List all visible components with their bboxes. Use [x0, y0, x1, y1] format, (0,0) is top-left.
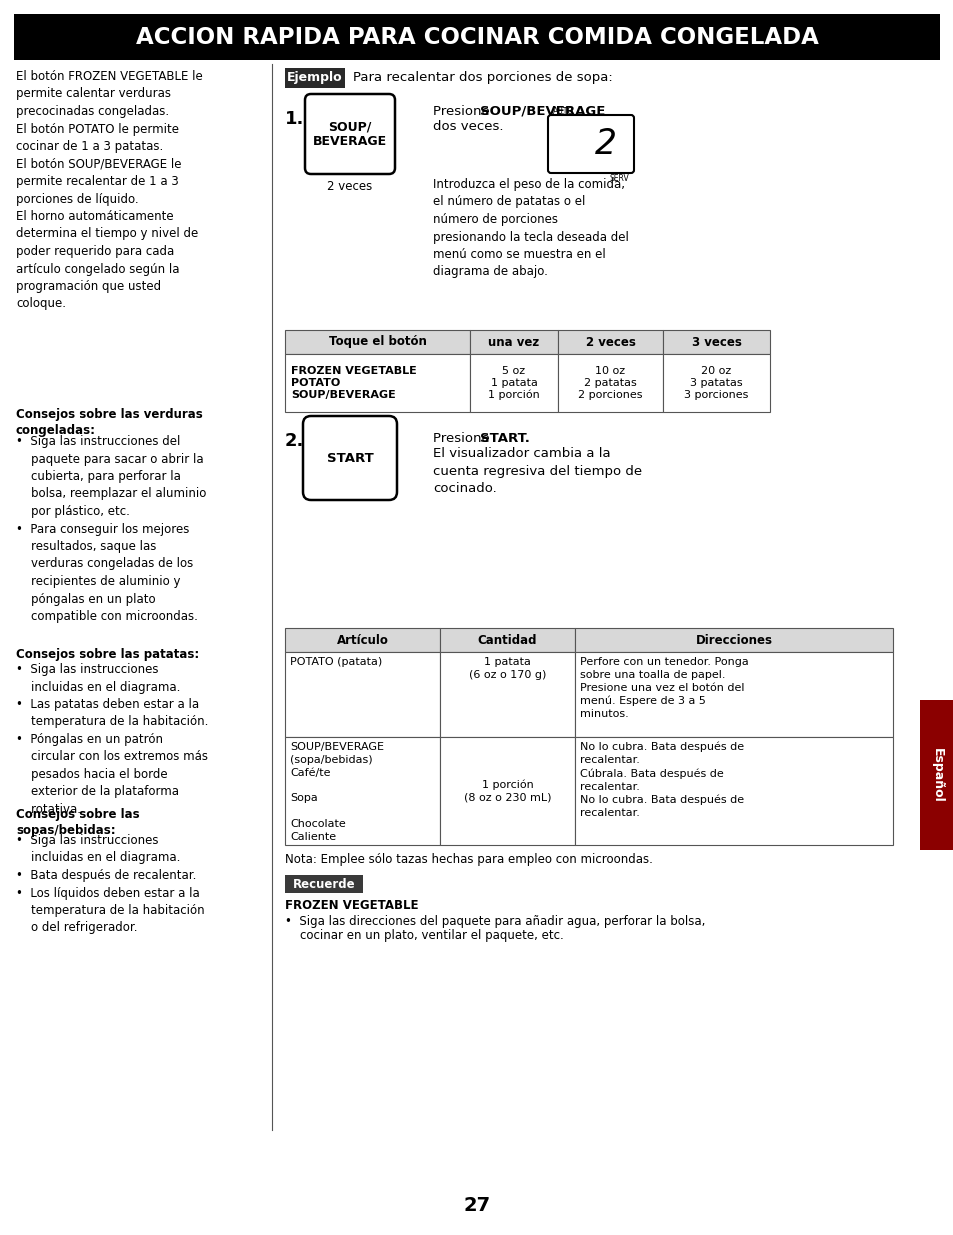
Text: Artículo: Artículo [336, 634, 388, 646]
Text: AUTO: AUTO [553, 107, 574, 116]
Bar [285, 876, 363, 893]
Text: Cantidad: Cantidad [477, 634, 537, 646]
Text: Perfore con un tenedor. Ponga
sobre una toalla de papel.
Presione una vez el bot: Perfore con un tenedor. Ponga sobre una … [579, 657, 748, 719]
Bar [14, 14, 939, 61]
Bar [575, 629, 892, 652]
Bar [439, 652, 575, 737]
Text: Ejemplo: Ejemplo [287, 72, 342, 84]
Bar [439, 737, 575, 845]
Text: 10 oz
2 patatas
2 porciones: 10 oz 2 patatas 2 porciones [578, 367, 642, 400]
Text: •  Siga las direcciones del paquete para añadir agua, perforar la bolsa,: • Siga las direcciones del paquete para … [285, 915, 704, 927]
Text: 27: 27 [463, 1195, 490, 1215]
Text: FROZEN VEGETABLE: FROZEN VEGETABLE [285, 899, 418, 911]
Text: Consejos sobre las patatas:: Consejos sobre las patatas: [16, 648, 199, 661]
Text: 2 veces: 2 veces [585, 336, 635, 348]
Bar [575, 652, 892, 737]
Bar [285, 629, 439, 652]
Text: Español: Español [929, 747, 943, 803]
Text: 1 patata
(6 oz o 170 g): 1 patata (6 oz o 170 g) [468, 657, 546, 679]
Bar [470, 354, 558, 412]
Text: SOUP/
BEVERAGE: SOUP/ BEVERAGE [313, 120, 387, 148]
Text: Consejos sobre las
sopas/bebidas:: Consejos sobre las sopas/bebidas: [16, 808, 139, 837]
Text: dos veces.: dos veces. [433, 120, 503, 133]
Text: •  Siga las instrucciones
    incluidas en el diagrama.
•  Bata después de recal: • Siga las instrucciones incluidas en el… [16, 834, 204, 935]
Text: SERV: SERV [609, 174, 628, 183]
Bar [285, 652, 439, 737]
Text: 20 oz
3 patatas
3 porciones: 20 oz 3 patatas 3 porciones [683, 367, 748, 400]
Bar [558, 354, 662, 412]
Bar [285, 737, 439, 845]
Bar [285, 68, 345, 88]
Text: SOUP/BEVERAGE
(sopa/bebidas)
Café/te

Sopa

Chocolate
Caliente: SOUP/BEVERAGE (sopa/bebidas) Café/te Sop… [290, 742, 384, 841]
Text: Nota: Emplee sólo tazas hechas para empleo con microondas.: Nota: Emplee sólo tazas hechas para empl… [285, 853, 652, 866]
FancyBboxPatch shape [303, 416, 396, 500]
Text: Consejos sobre las verduras
congeladas:: Consejos sobre las verduras congeladas: [16, 408, 203, 437]
Text: POTATO (patata): POTATO (patata) [290, 657, 382, 667]
Text: Direcciones: Direcciones [695, 634, 772, 646]
Text: 2.: 2. [285, 432, 304, 450]
Text: El botón FROZEN VEGETABLE le
permite calentar verduras
precocinadas congeladas.
: El botón FROZEN VEGETABLE le permite cal… [16, 70, 203, 310]
Text: Introduzca el peso de la comida,
el número de patatas o el
número de porciones
p: Introduzca el peso de la comida, el núme… [433, 178, 628, 279]
Text: FROZEN VEGETABLE
POTATO
SOUP/BEVERAGE: FROZEN VEGETABLE POTATO SOUP/BEVERAGE [291, 367, 416, 400]
FancyBboxPatch shape [547, 115, 634, 173]
Text: START.: START. [479, 432, 529, 445]
Text: ACCION RAPIDA PARA COCINAR COMIDA CONGELADA: ACCION RAPIDA PARA COCINAR COMIDA CONGEL… [135, 26, 818, 49]
Bar [285, 354, 470, 412]
Text: cocinar en un plato, ventilar el paquete, etc.: cocinar en un plato, ventilar el paquete… [285, 929, 563, 942]
Bar [558, 330, 662, 354]
Text: 2 veces: 2 veces [327, 180, 373, 193]
Text: 2: 2 [595, 127, 617, 161]
Text: •  Siga las instrucciones
    incluidas en el diagrama.
•  Las patatas deben est: • Siga las instrucciones incluidas en el… [16, 663, 208, 816]
Text: Recuerde: Recuerde [293, 878, 355, 890]
Text: una vez: una vez [488, 336, 539, 348]
Text: •  Siga las instrucciones del
    paquete para sacar o abrir la
    cubierta, pa: • Siga las instrucciones del paquete par… [16, 435, 206, 622]
Text: Presione: Presione [433, 432, 494, 445]
Text: 1 porción
(8 oz o 230 mL): 1 porción (8 oz o 230 mL) [463, 779, 551, 803]
Bar [662, 330, 769, 354]
Bar [575, 737, 892, 845]
Text: 3 veces: 3 veces [691, 336, 740, 348]
Text: Para recalentar dos porciones de sopa:: Para recalentar dos porciones de sopa: [353, 72, 612, 84]
Text: 1.: 1. [285, 110, 304, 128]
FancyBboxPatch shape [305, 94, 395, 174]
Text: No lo cubra. Bata después de
recalentar.
Cúbrala. Bata después de
recalentar.
No: No lo cubra. Bata después de recalentar.… [579, 742, 743, 818]
Bar [285, 330, 470, 354]
Bar [662, 354, 769, 412]
Text: Presione: Presione [433, 105, 494, 119]
Text: Toque el botón: Toque el botón [328, 336, 426, 348]
Text: El visualizador cambia a la
cuenta regresiva del tiempo de
cocinado.: El visualizador cambia a la cuenta regre… [433, 447, 641, 495]
Bar [470, 330, 558, 354]
Text: SOUP/BEVERAGE: SOUP/BEVERAGE [479, 105, 605, 119]
Text: START: START [326, 452, 373, 464]
Text: 5 oz
1 patata
1 porción: 5 oz 1 patata 1 porción [488, 366, 539, 400]
Bar [439, 629, 575, 652]
Bar [919, 700, 953, 850]
